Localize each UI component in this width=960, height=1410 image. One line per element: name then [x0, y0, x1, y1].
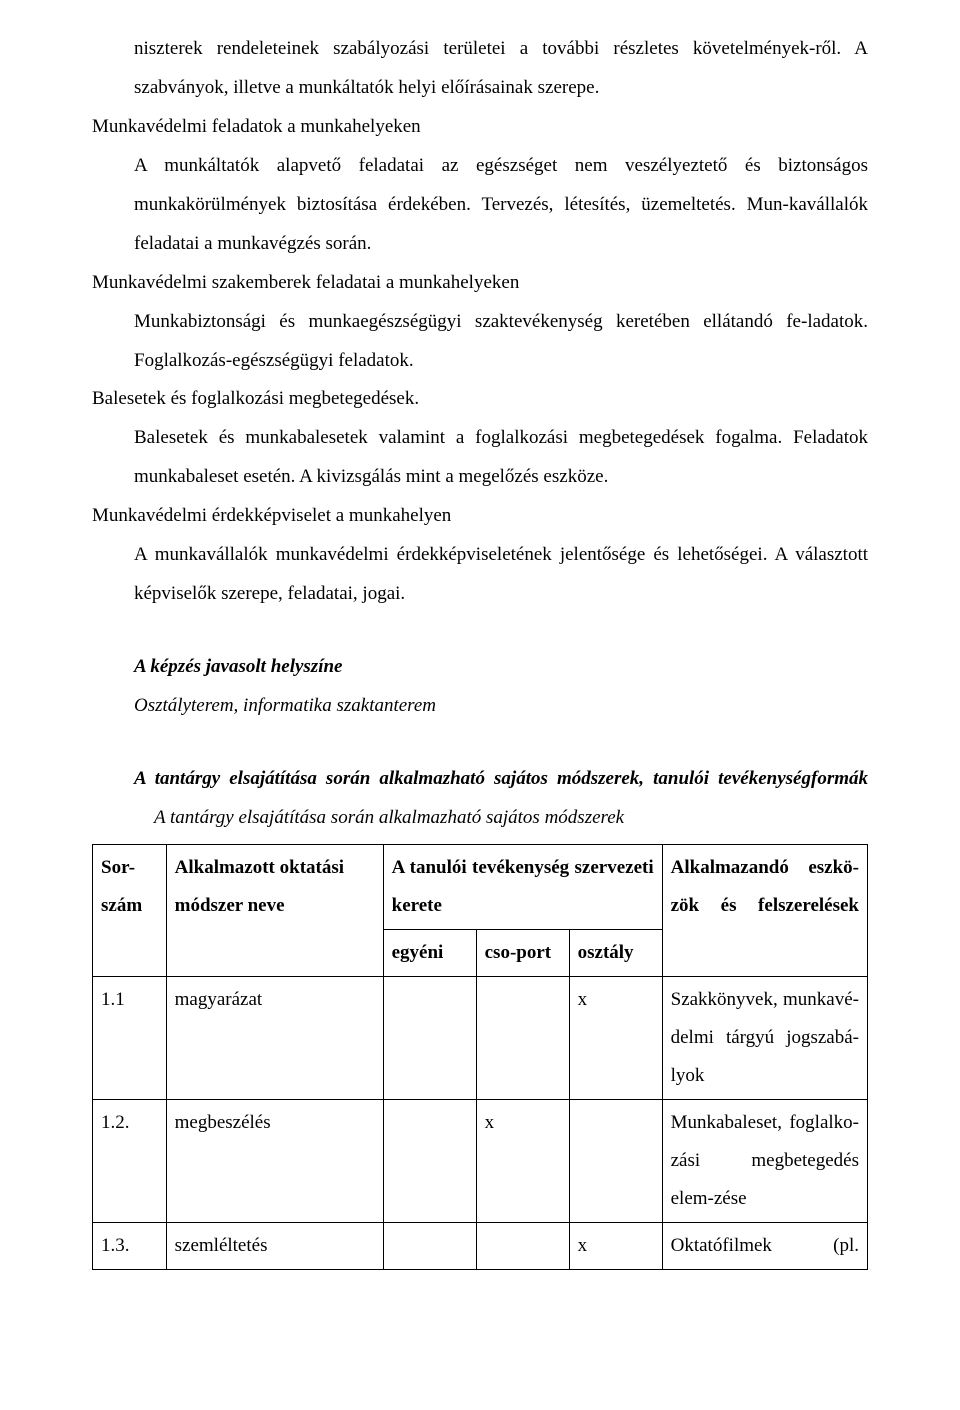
cell-number: 1.2.	[93, 1099, 167, 1222]
document-page: niszterek rendeleteinek szabályozási ter…	[0, 0, 960, 1410]
cell-group	[476, 1222, 569, 1269]
col-header-activity: A tanulói tevékenység szervezeti kerete	[383, 844, 662, 929]
methods-intro: A tantárgy elsajátítása során alkalmazha…	[92, 760, 868, 799]
table-row: 1.1 magyarázat x Szakkönyvek, munkavé-de…	[93, 976, 868, 1099]
location-text: Osztályterem, informatika szaktanterem	[92, 687, 868, 726]
cell-class: x	[569, 976, 662, 1099]
subcol-individual: egyéni	[383, 929, 476, 976]
cell-method: szemléltetés	[166, 1222, 383, 1269]
cell-individual	[383, 1222, 476, 1269]
table-header-row: Sor-szám Alkalmazott oktatási módszer ne…	[93, 844, 868, 929]
cell-tools: Munkabaleset, foglalko-zási megbetegedés…	[662, 1099, 867, 1222]
cell-class	[569, 1099, 662, 1222]
table-row: 1.2. megbeszélés x Munkabaleset, foglalk…	[93, 1099, 868, 1222]
subheading: Munkavédelmi érdekképviselet a munkahely…	[92, 497, 868, 536]
methods-table: Sor-szám Alkalmazott oktatási módszer ne…	[92, 844, 868, 1270]
body-paragraph: Balesetek és munkabalesetek valamint a f…	[92, 419, 868, 497]
subheading: Munkavédelmi feladatok a munkahelyeken	[92, 108, 868, 147]
cell-class: x	[569, 1222, 662, 1269]
col-header-number: Sor-szám	[93, 844, 167, 976]
subheading: Balesetek és foglalkozási megbetegedések…	[92, 380, 868, 419]
subcol-group: cso-port	[476, 929, 569, 976]
body-paragraph: A munkáltatók alapvető feladatai az egés…	[92, 147, 868, 264]
table-row: 1.3. szemléltetés x Oktatófilmek (pl.	[93, 1222, 868, 1269]
col-header-method: Alkalmazott oktatási módszer neve	[166, 844, 383, 976]
methods-subheading: A tantárgy elsajátítása során alkalmazha…	[92, 799, 868, 838]
body-paragraph: niszterek rendeleteinek szabályozási ter…	[92, 30, 868, 108]
subheading: Munkavédelmi szakemberek feladatai a mun…	[92, 264, 868, 303]
cell-individual	[383, 1099, 476, 1222]
body-paragraph: A munkavállalók munkavédelmi érdekképvis…	[92, 536, 868, 614]
cell-method: megbeszélés	[166, 1099, 383, 1222]
body-paragraph: Munkabiztonsági és munkaegészségügyi sza…	[92, 303, 868, 381]
cell-tools: Oktatófilmek (pl.	[662, 1222, 867, 1269]
cell-number: 1.1	[93, 976, 167, 1099]
location-title: A képzés javasolt helyszíne	[92, 648, 868, 687]
cell-group	[476, 976, 569, 1099]
cell-tools: Szakkönyvek, munkavé-delmi tárgyú jogsza…	[662, 976, 867, 1099]
cell-group: x	[476, 1099, 569, 1222]
col-header-tools: Alkalmazandó eszkö-zök és felszerelések	[662, 844, 867, 976]
cell-method: magyarázat	[166, 976, 383, 1099]
cell-number: 1.3.	[93, 1222, 167, 1269]
cell-individual	[383, 976, 476, 1099]
subcol-class: osztály	[569, 929, 662, 976]
